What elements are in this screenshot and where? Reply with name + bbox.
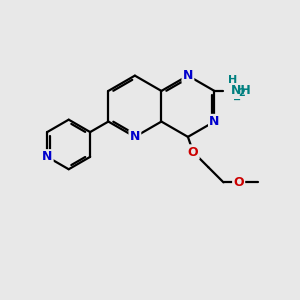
Text: N: N bbox=[130, 130, 140, 143]
Text: O: O bbox=[233, 176, 244, 189]
Text: N: N bbox=[183, 69, 193, 82]
Text: −: − bbox=[233, 95, 241, 105]
Text: H: H bbox=[228, 75, 237, 85]
Text: N: N bbox=[42, 150, 52, 164]
Text: NH: NH bbox=[230, 84, 251, 98]
Text: N: N bbox=[209, 115, 220, 128]
Text: O: O bbox=[188, 146, 199, 158]
Text: 2: 2 bbox=[238, 88, 245, 98]
